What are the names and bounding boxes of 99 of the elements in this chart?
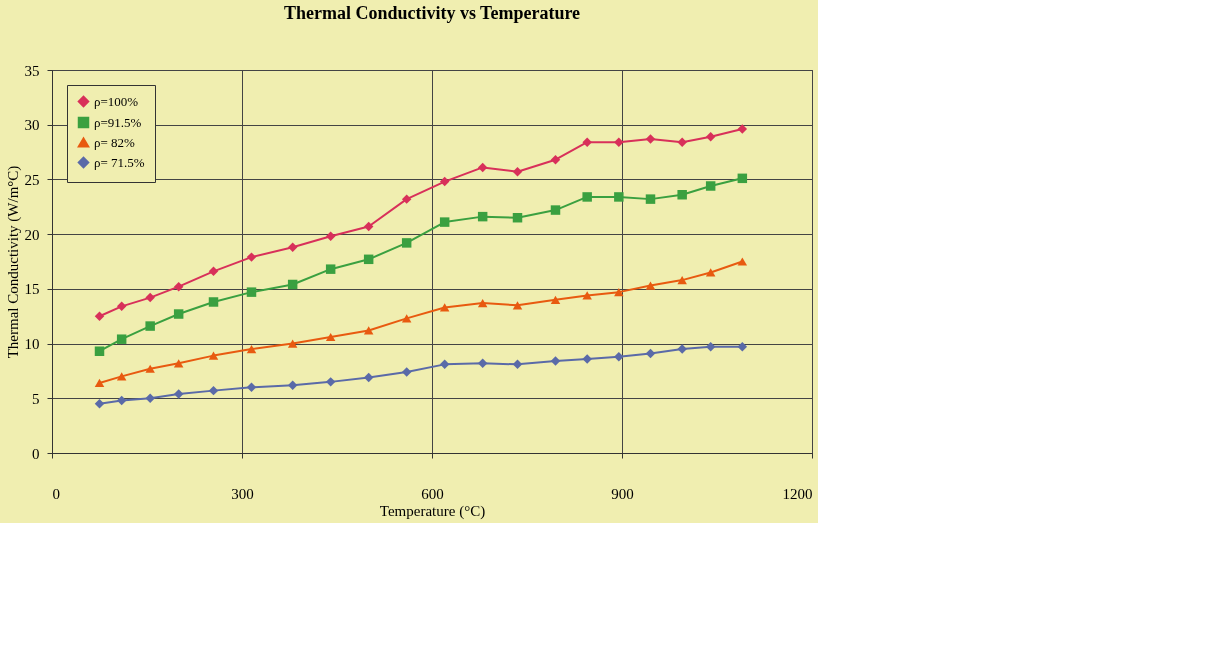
point bbox=[116, 395, 127, 406]
point bbox=[550, 295, 561, 304]
point bbox=[325, 231, 336, 242]
point bbox=[477, 358, 488, 369]
point bbox=[287, 242, 298, 253]
legend-label: ρ= 82% bbox=[94, 134, 136, 150]
point bbox=[363, 372, 374, 383]
y-tick-label: 10 bbox=[24, 336, 40, 353]
point bbox=[287, 279, 298, 290]
legend-label: ρ= 71.5% bbox=[94, 154, 145, 170]
point bbox=[401, 367, 412, 377]
point bbox=[614, 137, 624, 147]
x-tick-label: 0 bbox=[52, 485, 60, 502]
point bbox=[116, 301, 127, 312]
x-axis-title: Temperature (°C) bbox=[379, 502, 486, 520]
y-tick-label: 0 bbox=[32, 445, 40, 462]
point bbox=[439, 303, 450, 312]
point bbox=[439, 359, 450, 370]
point bbox=[439, 176, 450, 187]
y-axis-title: Thermal Conductivity (W/m°C) bbox=[4, 165, 22, 359]
point bbox=[145, 364, 155, 373]
point bbox=[145, 292, 155, 303]
x-tick-label: 900 bbox=[611, 485, 634, 502]
point bbox=[645, 348, 656, 359]
point bbox=[550, 154, 561, 165]
point bbox=[208, 266, 219, 277]
point bbox=[705, 342, 716, 352]
point bbox=[512, 212, 523, 223]
point bbox=[512, 167, 523, 177]
point bbox=[677, 190, 687, 200]
point bbox=[363, 221, 374, 232]
point bbox=[614, 288, 624, 297]
point bbox=[550, 205, 561, 215]
point bbox=[208, 351, 219, 360]
point bbox=[145, 393, 155, 404]
point bbox=[582, 192, 592, 202]
point bbox=[94, 378, 105, 388]
point bbox=[246, 344, 257, 354]
point bbox=[246, 252, 257, 262]
point bbox=[325, 377, 336, 387]
point bbox=[550, 356, 561, 366]
point bbox=[173, 309, 184, 319]
point bbox=[645, 194, 656, 204]
y-tick-label: 25 bbox=[24, 171, 40, 188]
point bbox=[582, 354, 592, 364]
point bbox=[173, 359, 184, 368]
point bbox=[512, 359, 523, 370]
point bbox=[208, 385, 219, 396]
point bbox=[363, 326, 374, 335]
y-tick-label: 35 bbox=[24, 62, 40, 79]
point bbox=[737, 124, 748, 134]
point bbox=[208, 297, 219, 307]
point bbox=[677, 137, 687, 147]
point bbox=[582, 291, 592, 300]
point bbox=[737, 257, 748, 266]
point bbox=[737, 173, 748, 184]
point bbox=[439, 217, 450, 227]
chart-title: Thermal Conductivity vs Temperature bbox=[283, 3, 581, 23]
point bbox=[677, 275, 687, 285]
x-tick-label: 300 bbox=[231, 485, 254, 502]
point bbox=[645, 281, 656, 290]
point bbox=[173, 389, 184, 399]
point bbox=[582, 137, 592, 147]
y-tick-label: 20 bbox=[24, 226, 40, 243]
y-tick-label: 30 bbox=[24, 117, 40, 134]
y-tick-label: 5 bbox=[32, 390, 40, 407]
point bbox=[145, 321, 155, 331]
point bbox=[614, 192, 624, 202]
point bbox=[325, 332, 336, 342]
point bbox=[401, 314, 412, 323]
point bbox=[477, 211, 488, 222]
point bbox=[705, 268, 716, 277]
point bbox=[116, 372, 127, 381]
point bbox=[477, 298, 488, 308]
point bbox=[401, 194, 412, 204]
point bbox=[246, 382, 257, 393]
point bbox=[705, 132, 716, 142]
legend-label: ρ=100% bbox=[94, 93, 139, 109]
point bbox=[737, 342, 748, 352]
point bbox=[94, 346, 105, 356]
point bbox=[94, 311, 105, 321]
point bbox=[287, 339, 298, 348]
point bbox=[287, 380, 298, 390]
point bbox=[173, 281, 184, 292]
x-tick-label: 1200 bbox=[782, 485, 813, 502]
point bbox=[94, 399, 105, 409]
point bbox=[614, 351, 624, 362]
point bbox=[116, 334, 127, 344]
point bbox=[325, 264, 336, 274]
legend-label: ρ=91.5% bbox=[94, 114, 142, 130]
point bbox=[705, 181, 716, 191]
point bbox=[477, 162, 488, 173]
y-tick-label: 15 bbox=[24, 281, 40, 298]
point bbox=[512, 301, 523, 310]
x-tick-label: 600 bbox=[421, 485, 444, 502]
point bbox=[645, 134, 656, 144]
point bbox=[401, 238, 412, 248]
point bbox=[246, 287, 257, 297]
point bbox=[363, 254, 374, 265]
